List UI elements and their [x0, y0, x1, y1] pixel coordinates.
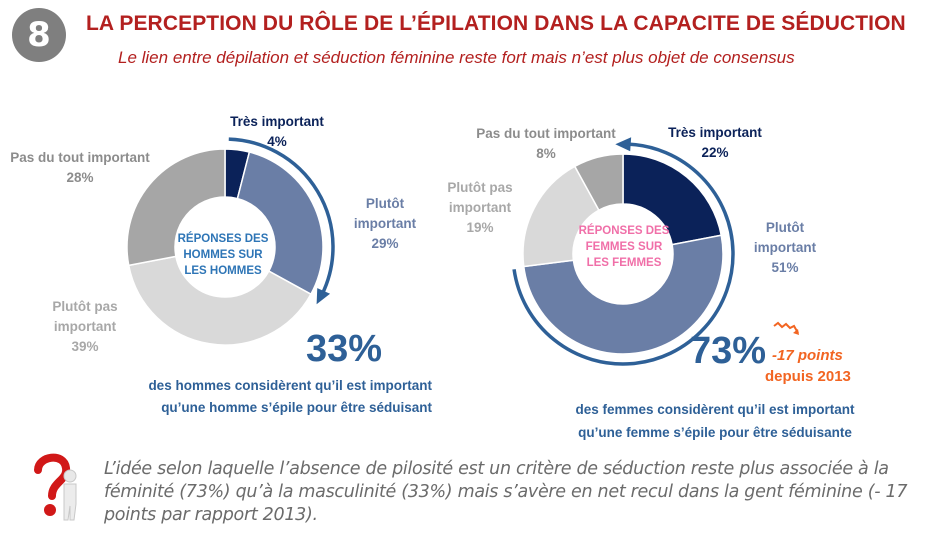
women-slices — [522, 153, 724, 355]
slice-plutot-important — [236, 151, 324, 296]
women-label-plutot-pas-important: Plutôt pas important 19% — [440, 178, 520, 238]
conclusion-note: L’idée selon laquelle l’absence de pilos… — [104, 459, 908, 525]
section-number-badge: 8 — [12, 8, 66, 62]
caption-line: qu’une femme s’épile pour être séduisant… — [578, 425, 852, 440]
women-delta-points: -17 points — [772, 347, 843, 364]
men-label-plutot-important: Plutôt important 29% — [340, 194, 430, 254]
men-donut-chart — [126, 137, 335, 346]
label-text: Plutôt — [765, 220, 805, 235]
label-value: 28% — [66, 170, 94, 185]
men-center-line: LES HOMMES — [184, 265, 262, 277]
label-text: important — [448, 200, 512, 215]
label-text: Très important — [668, 125, 762, 140]
label-text: Pas du tout important — [10, 150, 150, 165]
label-text: Pas du tout important — [476, 126, 616, 141]
women-total-percent: 73% — [690, 330, 767, 372]
label-text: Plutôt pas — [52, 299, 118, 314]
page-subtitle: Le lien entre dépilation et séduction fé… — [118, 48, 795, 67]
label-value: 19% — [466, 220, 494, 235]
men-center-line: RÉPONSES DES — [177, 233, 269, 245]
women-center-line: LES FEMMES — [586, 257, 662, 269]
label-text: Plutôt — [365, 196, 405, 211]
men-importance-arrow-icon — [228, 137, 335, 305]
caption-line: des hommes considèrent qu’il est importa… — [148, 378, 432, 393]
trend-down-icon — [773, 321, 799, 335]
caption-line: qu’une homme s’épile pour être séduisant — [161, 400, 432, 415]
label-value: 8% — [536, 146, 556, 161]
label-text: Très important — [230, 114, 324, 129]
women-label-plutot-important: Plutôt important 51% — [745, 218, 825, 278]
slice-plutot-pas-important — [127, 255, 312, 346]
label-value: 39% — [71, 339, 99, 354]
men-caption: des hommes considèrent qu’il est importa… — [134, 375, 432, 419]
women-caption: des femmes considèrent qu’il est importa… — [560, 398, 870, 444]
slice-pas-du-tout-important — [573, 153, 624, 212]
men-slices — [126, 148, 324, 346]
women-importance-arrow-icon — [512, 137, 735, 366]
men-label-tres-important: Très important 4% — [222, 112, 332, 152]
men-label-plutot-pas-important: Plutôt pas important 39% — [30, 297, 140, 357]
women-center-label: RÉPONSES DES FEMMES SUR LES FEMMES — [568, 223, 680, 271]
men-center-line: HOMMES SUR — [183, 249, 263, 261]
question-mark-person-icon — [34, 453, 77, 521]
slice-plutot-important — [522, 234, 724, 355]
slice-pas-du-tout-important — [126, 148, 226, 267]
slice-tres-important — [622, 153, 723, 246]
men-label-pas-du-tout-important: Pas du tout important 28% — [0, 148, 160, 188]
women-center-line: RÉPONSES DES — [578, 225, 670, 237]
label-text: Plutôt pas — [447, 180, 513, 195]
women-label-pas-du-tout-important: Pas du tout important 8% — [466, 124, 626, 164]
women-delta-since: depuis 2013 — [765, 368, 851, 385]
page-title: LA PERCEPTION DU RÔLE DE L’ÉPILATION DAN… — [86, 12, 906, 35]
women-label-tres-important: Très important 22% — [660, 123, 770, 163]
caption-line: des femmes considèrent qu’il est importa… — [575, 402, 855, 417]
label-value: 22% — [701, 145, 729, 160]
arrow-head — [615, 137, 632, 152]
label-value: 29% — [371, 236, 399, 251]
arrow-arc — [512, 142, 735, 366]
label-text: important — [353, 216, 417, 231]
men-center-label: RÉPONSES DES HOMMES SUR LES HOMMES — [168, 231, 278, 279]
arrow-arc — [228, 137, 335, 296]
label-value: 4% — [267, 134, 287, 149]
women-donut-chart — [512, 137, 735, 366]
arrow-head — [316, 288, 331, 305]
label-value: 51% — [771, 260, 799, 275]
label-text: important — [753, 240, 817, 255]
label-text: important — [53, 319, 117, 334]
women-center-line: FEMMES SUR — [585, 241, 663, 253]
men-total-percent: 33% — [306, 328, 383, 370]
